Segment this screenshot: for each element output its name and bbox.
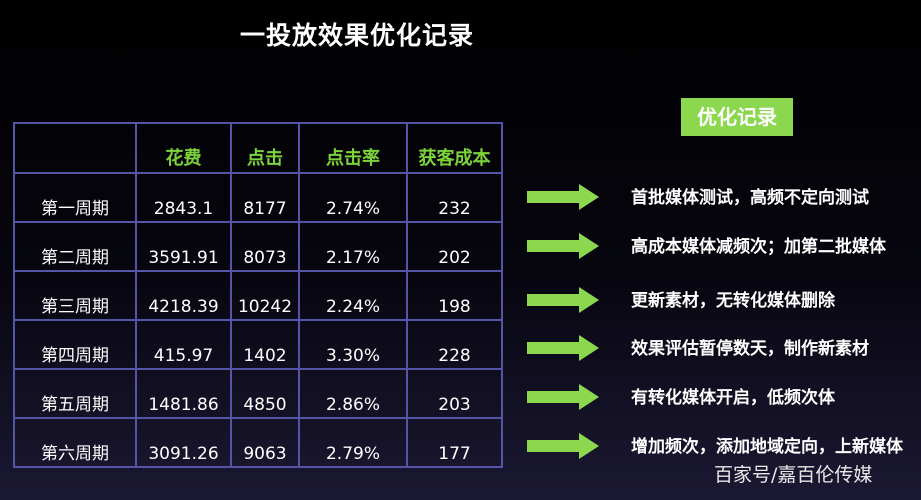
optimization-step: 效果评估暂停数天，制作新素材 (527, 331, 917, 361)
watermark: 百家号/嘉百伦传媒 (714, 464, 873, 486)
cell-cost: 415.97 (135, 319, 232, 370)
table-row: 第三周期 4218.39 10242 2.24% 198 (13, 270, 503, 321)
cell-period: 第四周期 (13, 319, 137, 370)
cell-cost: 1481.86 (135, 368, 232, 419)
table-row: 第一周期 2843.1 8177 2.74% 232 (13, 172, 503, 223)
step-label: 效果评估暂停数天，制作新素材 (631, 339, 869, 359)
cell-clicks: 10242 (230, 270, 300, 321)
cell-period: 第一周期 (13, 172, 137, 223)
optimization-step: 高成本媒体减频次；加第二批媒体 (527, 229, 917, 259)
optimization-step: 增加频次，添加地域定向，上新媒体 (527, 429, 917, 459)
right-arrow-icon (527, 184, 599, 210)
header-cpa: 获客成本 (406, 122, 503, 174)
cell-clicks: 9063 (230, 417, 300, 468)
cell-ctr: 2.24% (298, 270, 408, 321)
cell-ctr: 2.17% (298, 221, 408, 272)
results-table: 花费 点击 点击率 获客成本 第一周期 2843.1 8177 2.74% 23… (13, 122, 503, 468)
cell-cpa: 203 (406, 368, 503, 419)
page-title: 一投放效果优化记录 (240, 21, 475, 50)
right-arrow-icon (527, 287, 599, 313)
cell-cpa: 228 (406, 319, 503, 370)
header-ctr: 点击率 (298, 122, 408, 174)
table-row: 第二周期 3591.91 8073 2.17% 202 (13, 221, 503, 272)
right-arrow-icon (527, 384, 599, 410)
cell-ctr: 2.86% (298, 368, 408, 419)
cell-period: 第五周期 (13, 368, 137, 419)
cell-clicks: 8177 (230, 172, 300, 223)
step-label: 更新素材，无转化媒体删除 (631, 291, 835, 311)
cell-cpa: 202 (406, 221, 503, 272)
table-row: 第四周期 415.97 1402 3.30% 228 (13, 319, 503, 370)
right-arrow-icon (527, 335, 599, 361)
cell-cpa: 232 (406, 172, 503, 223)
header-cost: 花费 (135, 122, 232, 174)
cell-clicks: 8073 (230, 221, 300, 272)
cell-cpa: 198 (406, 270, 503, 321)
cell-period: 第二周期 (13, 221, 137, 272)
table-header-row: 花费 点击 点击率 获客成本 (13, 122, 503, 174)
cell-period: 第六周期 (13, 417, 137, 468)
cell-clicks: 4850 (230, 368, 300, 419)
step-label: 增加频次，添加地域定向，上新媒体 (631, 437, 903, 457)
optimization-badge: 优化记录 (681, 98, 793, 136)
header-empty (13, 122, 137, 174)
table-row: 第五周期 1481.86 4850 2.86% 203 (13, 368, 503, 419)
optimization-step: 更新素材，无转化媒体删除 (527, 283, 917, 313)
cell-cost: 3591.91 (135, 221, 232, 272)
step-label: 有转化媒体开启，低频次体 (631, 388, 835, 408)
optimization-step: 首批媒体测试，高频不定向测试 (527, 180, 917, 210)
cell-cost: 4218.39 (135, 270, 232, 321)
cell-ctr: 3.30% (298, 319, 408, 370)
header-clicks: 点击 (230, 122, 300, 174)
step-label: 首批媒体测试，高频不定向测试 (631, 188, 869, 208)
cell-clicks: 1402 (230, 319, 300, 370)
optimization-step: 有转化媒体开启，低频次体 (527, 380, 917, 410)
step-label: 高成本媒体减频次；加第二批媒体 (631, 237, 886, 257)
right-arrow-icon (527, 233, 599, 259)
cell-cost: 3091.26 (135, 417, 232, 468)
cell-period: 第三周期 (13, 270, 137, 321)
cell-cost: 2843.1 (135, 172, 232, 223)
table-row: 第六周期 3091.26 9063 2.79% 177 (13, 417, 503, 468)
cell-cpa: 177 (406, 417, 503, 468)
right-arrow-icon (527, 433, 599, 459)
cell-ctr: 2.79% (298, 417, 408, 468)
cell-ctr: 2.74% (298, 172, 408, 223)
